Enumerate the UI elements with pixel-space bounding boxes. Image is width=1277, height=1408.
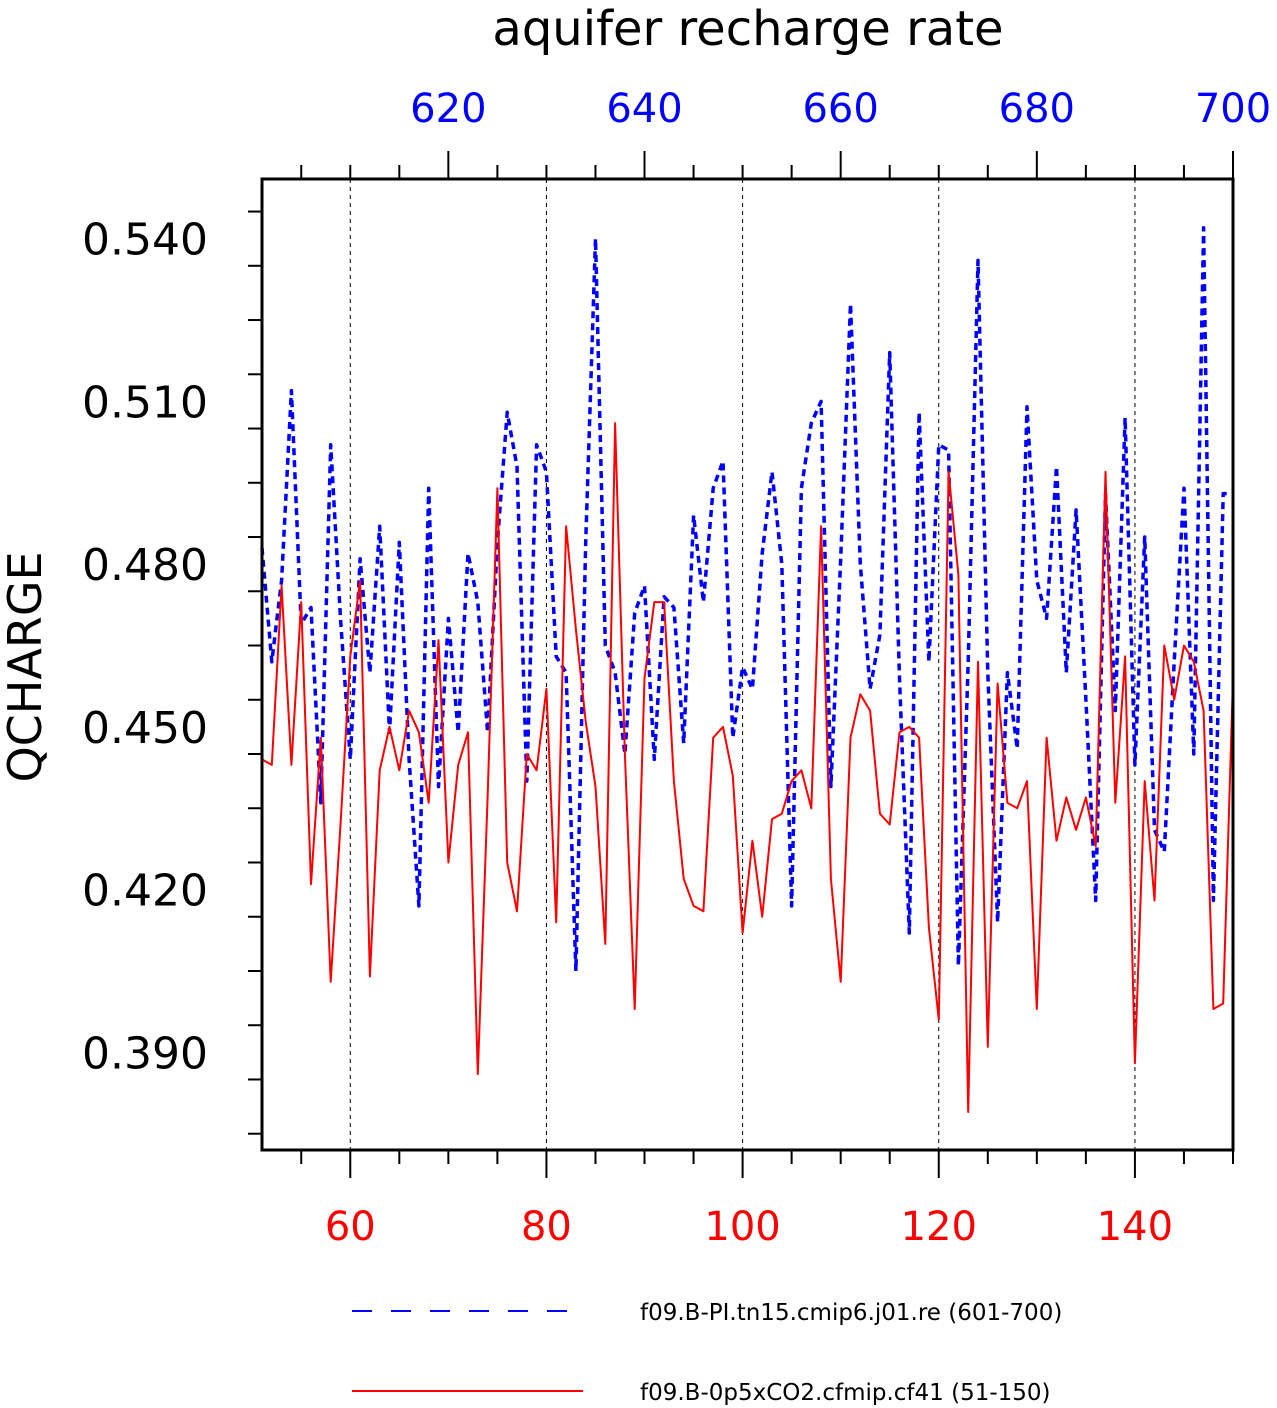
y-tick-label: 0.480 (82, 540, 208, 591)
x-top-tick-label: 620 (410, 86, 486, 132)
x-bottom-tick-label: 140 (1097, 1204, 1173, 1250)
tick-labels: 60 80 100 120 140 620 640 660 680 700 0.390 0.420 0.… (82, 86, 1271, 1250)
y-tick-label: 0.390 (82, 1028, 208, 1079)
series-line-blue-dashed (260, 226, 1233, 973)
chart-title: aquifer recharge rate (492, 1, 1003, 57)
legend-label-red: f09.B-0p5xCO2.cfmip.cf41 (51-150) (640, 1380, 1051, 1406)
x-bottom-tick-label: 60 (325, 1204, 376, 1250)
series-lines (260, 226, 1234, 1113)
grid-lines (349, 179, 1136, 1150)
y-tick-label: 0.540 (82, 215, 208, 266)
y-tick-label: 0.450 (82, 703, 208, 754)
x-bottom-tick-label: 80 (521, 1204, 572, 1250)
x-bottom-tick-label: 100 (704, 1204, 780, 1250)
y-tick-label: 0.510 (82, 377, 208, 428)
x-bottom-tick-label: 120 (901, 1204, 977, 1250)
legend-label-blue: f09.B-PI.tn15.cmip6.j01.re (601-700) (640, 1300, 1062, 1326)
x-top-tick-label: 680 (999, 86, 1075, 132)
y-tick-label: 0.420 (82, 866, 208, 917)
y-axis-label: QCHARGE (0, 551, 52, 782)
axis-ticks (248, 151, 1234, 1178)
plot-frame (260, 177, 1235, 1152)
x-top-tick-label: 640 (606, 86, 682, 132)
x-top-tick-label: 700 (1195, 86, 1271, 132)
legend: f09.B-PI.tn15.cmip6.j01.re (601-700) f09… (352, 1300, 1062, 1406)
series-line-red-solid (261, 422, 1234, 1113)
x-top-tick-label: 660 (802, 86, 878, 132)
